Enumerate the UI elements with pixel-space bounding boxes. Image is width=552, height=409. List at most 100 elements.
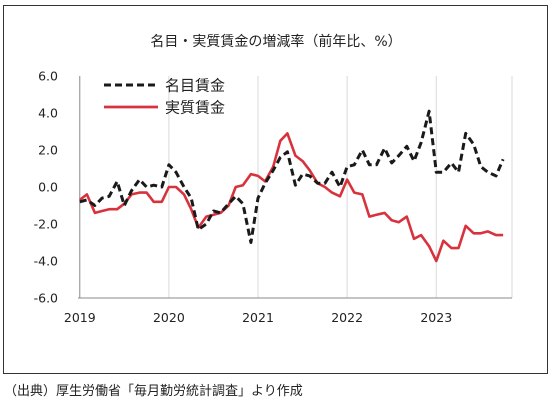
nominal-wage-point (473, 143, 475, 145)
x-tick-label: 2019 (64, 310, 96, 325)
real-wage-point (361, 193, 363, 195)
y-tick-label: 6.0 (38, 69, 58, 84)
nominal-wage-point (123, 204, 125, 206)
nominal-wage-point (450, 162, 452, 164)
nominal-wage-point (79, 201, 81, 203)
real-wage-point (108, 208, 110, 210)
nominal-wage-point (168, 164, 170, 166)
real-wage-point (242, 184, 244, 186)
nominal-wage-point (272, 169, 274, 171)
real-wage-point (346, 178, 348, 180)
nominal-wage-point (108, 195, 110, 197)
y-tick-label: -2.0 (34, 217, 58, 232)
real-wage-point (116, 208, 118, 210)
real-wage-point (420, 234, 422, 236)
source-note: （出典）厚生労働省「毎月勤労統計調査」より作成 (4, 384, 303, 399)
nominal-wage-point (153, 184, 155, 186)
real-wage-point (450, 247, 452, 249)
real-wage-point (339, 195, 341, 197)
real-wage-point (183, 193, 185, 195)
nominal-wage-point (317, 182, 319, 184)
real-wage-point (435, 260, 437, 262)
nominal-wage-point (495, 175, 497, 177)
real-wage-point (138, 191, 140, 193)
real-wage-point (309, 169, 311, 171)
nominal-wage-point (361, 149, 363, 151)
x-tick-label: 2021 (242, 310, 274, 325)
chart-frame (3, 5, 548, 374)
nominal-wage-point (457, 171, 459, 173)
real-wage-point (375, 214, 377, 216)
real-wage-point (398, 221, 400, 223)
nominal-wage-point (138, 178, 140, 180)
real-wage-point (153, 201, 155, 203)
nominal-wage-point (301, 173, 303, 175)
real-wage-point (279, 140, 281, 142)
nominal-wage-point (435, 171, 437, 173)
nominal-wage-point (406, 145, 408, 147)
real-wage-point (168, 186, 170, 188)
nominal-wage-point (183, 186, 185, 188)
x-tick-label: 2022 (331, 310, 363, 325)
real-wage-point (406, 215, 408, 217)
x-tick-label: 2020 (153, 310, 185, 325)
y-tick-label: 4.0 (38, 106, 58, 121)
real-wage-point (502, 234, 504, 236)
real-wage-point (383, 212, 385, 214)
nominal-wage-point (286, 151, 288, 153)
real-wage-point (161, 201, 163, 203)
legend-label-real: 実質賃金 (165, 99, 225, 117)
real-wage-point (301, 160, 303, 162)
x-tick-label: 2023 (420, 310, 452, 325)
real-wage-point (368, 215, 370, 217)
real-wage-point (101, 210, 103, 212)
real-wage-point (286, 132, 288, 134)
real-wage-point (212, 214, 214, 216)
nominal-wage-point (130, 190, 132, 192)
nominal-wage-point (205, 223, 207, 225)
real-wage-point (205, 215, 207, 217)
nominal-wage-point (480, 166, 482, 168)
nominal-wage-line (79, 109, 505, 244)
real-wage-point (457, 247, 459, 249)
real-wage-point (442, 240, 444, 242)
nominal-wage-point (413, 160, 415, 162)
real-wage-point (473, 232, 475, 234)
real-wage-point (413, 238, 415, 240)
nominal-wage-point (235, 195, 237, 197)
real-wage-point (94, 212, 96, 214)
real-wage-point (331, 191, 333, 193)
nominal-wage-point (212, 210, 214, 212)
real-wage-point (145, 191, 147, 193)
nominal-wage-point (309, 175, 311, 177)
nominal-wage-point (175, 171, 177, 173)
real-wage-point (428, 245, 430, 247)
y-tick-label: 2.0 (38, 143, 58, 158)
real-wage-point (235, 186, 237, 188)
nominal-wage-point (101, 197, 103, 199)
real-wage-point (250, 173, 252, 175)
nominal-wage-point (116, 180, 118, 182)
nominal-wage-point (197, 228, 199, 230)
nominal-wage-point (294, 184, 296, 186)
nominal-wage-point (264, 182, 266, 184)
real-wage-point (190, 208, 192, 210)
real-wage-point (391, 219, 393, 221)
nominal-wage-point (368, 164, 370, 166)
real-wage-point (495, 234, 497, 236)
nominal-wage-point (353, 164, 355, 166)
nominal-wage-point (324, 182, 326, 184)
real-wage-point (465, 225, 467, 227)
y-tick-label: -6.0 (34, 291, 58, 306)
y-tick-label: -4.0 (34, 254, 58, 269)
real-wage-point (86, 193, 88, 195)
nominal-wage-point (346, 166, 348, 168)
real-wage-point (257, 175, 259, 177)
nominal-wage-point (161, 186, 163, 188)
nominal-wage-point (331, 171, 333, 173)
nominal-wage-point (227, 203, 229, 205)
real-wage-line (79, 132, 504, 263)
nominal-wage-point (428, 110, 430, 112)
legend-label-nominal: 名目賃金 (165, 77, 225, 95)
real-wage-point (480, 232, 482, 234)
